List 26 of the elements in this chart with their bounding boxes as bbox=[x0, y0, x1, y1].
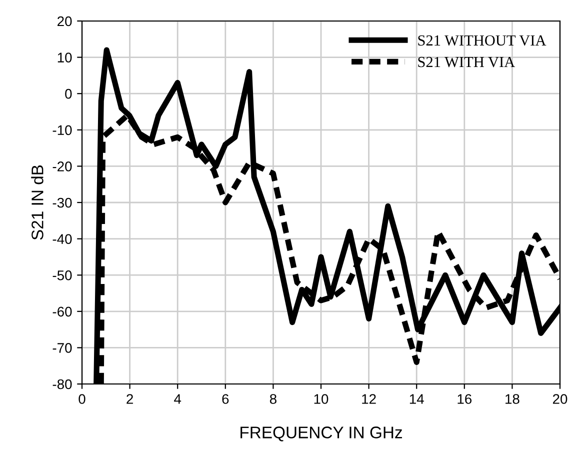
legend-label: S21 WITHOUT VIA bbox=[418, 35, 546, 46]
y-tick-label: -40 bbox=[52, 234, 72, 244]
y-tick-label: -80 bbox=[52, 379, 72, 390]
y-tick-label: 20 bbox=[58, 16, 72, 26]
x-tick-label: 8 bbox=[270, 394, 276, 404]
x-tick-label: 0 bbox=[78, 394, 86, 404]
y-tick-label: -30 bbox=[52, 198, 72, 208]
y-tick-label: 10 bbox=[58, 52, 72, 62]
x-tick-label: 4 bbox=[174, 394, 182, 404]
y-tick-label: -20 bbox=[52, 162, 72, 172]
y-axis-title: S21 IN dB bbox=[31, 165, 44, 240]
x-tick-label: 14 bbox=[410, 394, 424, 404]
x-tick-label: 12 bbox=[362, 394, 376, 404]
y-tick-label: -70 bbox=[52, 343, 72, 353]
y-tick-label: -60 bbox=[52, 306, 72, 317]
y-tick-label: 0 bbox=[65, 88, 72, 99]
x-tick-label: 18 bbox=[506, 394, 520, 404]
x-tick-label: 10 bbox=[314, 394, 328, 404]
y-tick-label: -10 bbox=[52, 125, 72, 136]
x-tick-label: 16 bbox=[458, 394, 472, 404]
legend-label: S21 WITH VIA bbox=[418, 56, 516, 68]
x-tick-label: 20 bbox=[552, 394, 568, 404]
x-tick-label: 6 bbox=[222, 394, 229, 404]
x-tick-label: 2 bbox=[126, 394, 133, 404]
x-axis-title: FREQUENCY IN GHz bbox=[240, 426, 402, 442]
y-tick-label: -50 bbox=[52, 270, 72, 280]
